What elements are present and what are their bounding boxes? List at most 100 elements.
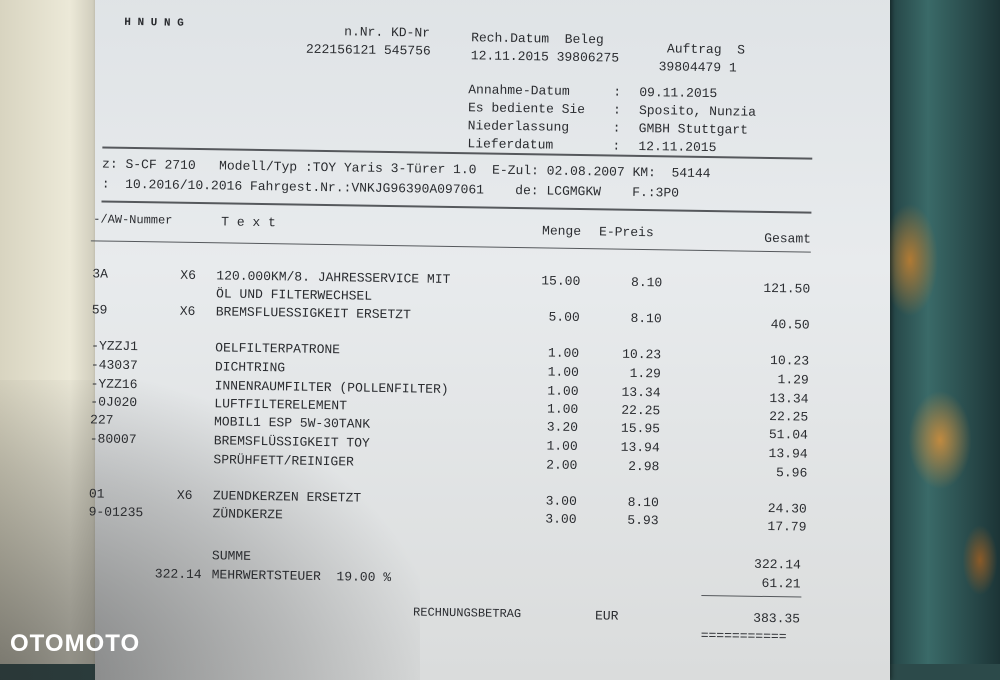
item-menge: 2.00	[546, 457, 578, 474]
item-code: -YZZJ1	[91, 338, 139, 355]
item-menge: 1.00	[547, 364, 579, 381]
number-values: 222156121 545756	[305, 41, 431, 59]
col-gesamt: Gesamt	[764, 230, 812, 247]
item-text: ÖL UND FILTERWECHSEL	[215, 286, 373, 304]
item-gesamt	[700, 298, 810, 300]
item-epreis: 8.10	[627, 494, 659, 511]
auftrag-value: 39804479 1	[658, 59, 737, 76]
item-gesamt: 13.34	[769, 391, 809, 407]
item-epreis: 13.34	[621, 384, 661, 401]
col-nummer: -/AW-Nummer	[93, 212, 173, 228]
item-text: 120.000KM/8. JAHRESSERVICE MIT	[216, 268, 451, 288]
item-gesamt: 1.29	[777, 372, 809, 388]
item-epreis: 2.98	[628, 458, 660, 475]
info-colon: :	[612, 138, 621, 154]
item-menge: 15.00	[541, 273, 581, 290]
document-title-fragment: H N U N G	[124, 16, 184, 30]
item-code: 227	[89, 412, 114, 428]
otomoto-watermark: OTOMOTO	[10, 630, 141, 657]
info-label: Lieferdatum	[467, 136, 554, 153]
item-gesamt: 13.94	[768, 446, 808, 462]
info-label: Es bediente Sie	[467, 100, 586, 118]
item-gesamt: 24.30	[767, 501, 807, 517]
divider	[701, 594, 802, 598]
info-value: 12.11.2015	[638, 138, 717, 156]
info-colon: :	[612, 120, 621, 136]
item-code: 01	[88, 486, 105, 502]
item-text: ZÜNDKERZE	[212, 506, 283, 523]
item-menge: 3.00	[545, 511, 577, 528]
currency: EUR	[594, 608, 619, 624]
item-code: 3A	[92, 266, 109, 282]
item-menge: 1.00	[546, 401, 579, 418]
item-text: BREMSFLÜSSIGKEIT TOY	[213, 433, 370, 451]
item-epreis: 8.10	[630, 310, 662, 327]
item-code: -0J020	[90, 394, 138, 411]
info-label: Annahme-Datum	[468, 82, 570, 99]
item-gesamt: 51.04	[768, 427, 809, 443]
item-gesamt: 5.96	[775, 465, 808, 481]
item-text: ZUENDKERZEN ERSETZT	[212, 488, 362, 506]
summe-label: SUMME	[211, 548, 252, 564]
mwst-value: 61.21	[761, 575, 801, 592]
info-value: GMBH Stuttgart	[638, 120, 749, 138]
item-text: OELFILTERPATRONE	[215, 340, 341, 358]
vehicle-line-2: : 10.2016/10.2016 Fahrgest.Nr.:VNKJG9639…	[101, 176, 680, 201]
summe-value: 322.14	[753, 556, 801, 573]
item-epreis: 10.23	[622, 346, 662, 363]
betrag-label: RECHNUNGSBETRAG	[412, 605, 522, 622]
col-text: T e x t	[221, 214, 276, 231]
item-flag: X6	[179, 303, 196, 320]
item-text: SPRÜHFETT/REINIGER	[213, 452, 354, 470]
item-text: DICHTRING	[214, 359, 286, 376]
item-code: -YZZ16	[90, 376, 138, 393]
item-gesamt: 40.50	[770, 317, 810, 333]
item-menge: 3.00	[545, 493, 577, 510]
item-text: INNENRAUMFILTER (POLLENFILTER)	[214, 378, 449, 397]
col-menge: Menge	[541, 223, 582, 240]
betrag-value: 383.35	[753, 610, 801, 627]
number-labels: n.Nr. KD-Nr	[344, 24, 431, 41]
item-epreis: 13.94	[620, 439, 660, 456]
info-colon: :	[612, 102, 621, 118]
item-text: MOBIL1 ESP 5W-30TANK	[213, 414, 371, 432]
item-text: LUFTFILTERELEMENT	[214, 396, 348, 414]
info-colon: :	[613, 84, 622, 100]
item-epreis: 5.93	[627, 512, 659, 529]
date-values: 12.11.2015 39806275	[470, 48, 620, 66]
item-menge: 1.00	[547, 345, 580, 362]
item-text: BREMSFLUESSIGKEIT ERSETZT	[215, 304, 411, 323]
item-gesamt: 121.50	[763, 280, 811, 297]
item-menge: 1.00	[547, 383, 579, 400]
item-menge	[500, 291, 580, 292]
item-epreis: 8.10	[630, 274, 663, 291]
item-menge: 1.00	[546, 438, 578, 455]
info-label: Niederlassung	[467, 118, 570, 135]
date-labels: Rech.Datum Beleg	[471, 30, 604, 48]
item-menge: 5.00	[548, 309, 580, 326]
mwst-base: 322.14	[154, 566, 202, 583]
item-epreis: 22.25	[621, 402, 661, 419]
item-epreis	[590, 292, 662, 293]
fabric-background	[880, 0, 1000, 664]
col-epreis: E-Preis	[598, 224, 654, 241]
item-code: -80007	[89, 431, 137, 448]
auftrag-label: Auftrag S	[666, 41, 746, 58]
info-value: Sposito, Nunzia	[638, 102, 757, 120]
item-epreis: 1.29	[629, 365, 661, 382]
item-gesamt: 17.79	[767, 519, 807, 535]
item-gesamt: 10.23	[769, 353, 810, 369]
item-gesamt: 22.25	[769, 409, 809, 425]
item-epreis: 15.95	[620, 420, 661, 437]
item-flag: X6	[176, 487, 193, 503]
item-code: 9-01235	[88, 504, 144, 521]
mwst-label: MEHRWERTSTEUER 19.00 %	[211, 567, 392, 586]
item-code: 59	[91, 302, 108, 318]
divider	[101, 200, 812, 214]
item-menge: 3.20	[546, 419, 579, 436]
info-value: 09.11.2015	[639, 84, 718, 102]
double-rule: ===========	[700, 627, 787, 645]
item-code: -43037	[90, 357, 138, 374]
item-flag: X6	[180, 267, 197, 284]
